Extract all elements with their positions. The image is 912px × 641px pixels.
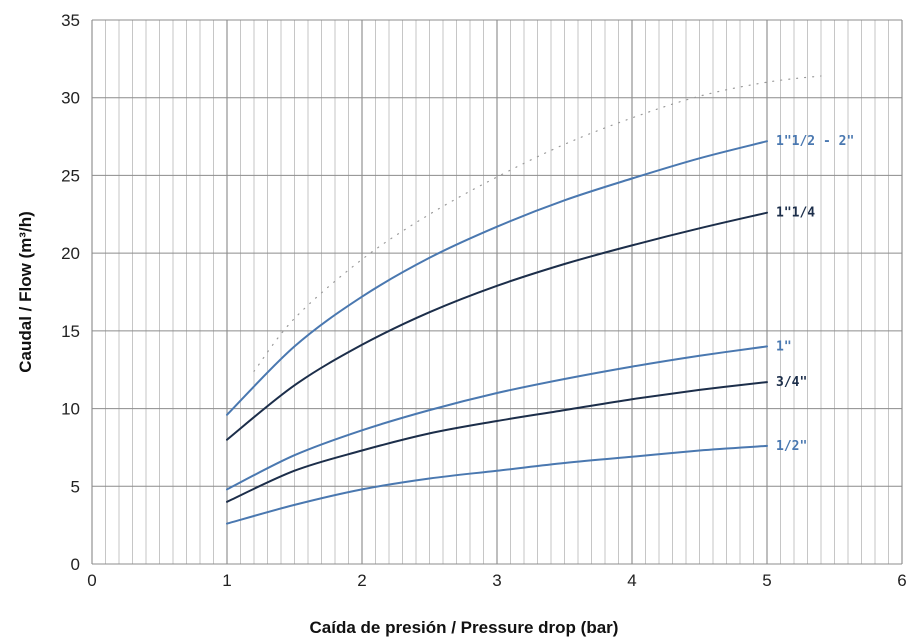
x-tick-label: 0 xyxy=(87,571,96,590)
series-label: 1"1/4 xyxy=(776,206,815,221)
series-label: 1" xyxy=(776,339,792,354)
x-tick-label: 6 xyxy=(897,571,906,590)
x-tick-label: 5 xyxy=(762,571,771,590)
y-axis-title: Caudal / Flow (m³/h) xyxy=(16,211,35,373)
y-tick-label: 20 xyxy=(61,244,80,263)
y-tick-label: 25 xyxy=(61,166,80,185)
y-tick-label: 10 xyxy=(61,400,80,419)
series-curve-envelope xyxy=(253,75,822,372)
horizontal-gridlines xyxy=(92,19,902,565)
series-curve xyxy=(226,345,768,491)
x-tick-label: 1 xyxy=(222,571,231,590)
series-curve xyxy=(226,140,768,416)
x-tick-labels: 0 1 2 3 4 5 6 xyxy=(87,571,906,590)
series-curve xyxy=(226,211,768,441)
series-label: 3/4" xyxy=(776,375,807,390)
y-tick-labels: 0 5 10 15 20 25 30 35 xyxy=(61,11,80,574)
vertical-gridlines xyxy=(91,20,903,564)
series-curves xyxy=(226,75,822,525)
series-label: 1"1/2 - 2" xyxy=(776,134,854,149)
y-tick-label: 30 xyxy=(61,89,80,108)
x-tick-label: 4 xyxy=(627,571,636,590)
y-tick-label: 35 xyxy=(61,11,80,30)
y-tick-label: 15 xyxy=(61,322,80,341)
series-curve xyxy=(226,444,768,525)
x-axis-title: Caída de presión / Pressure drop (bar) xyxy=(310,618,619,637)
y-tick-label: 0 xyxy=(71,555,80,574)
series-label: 1/2" xyxy=(776,439,807,454)
x-tick-label: 2 xyxy=(357,571,366,590)
series-curve xyxy=(226,381,768,503)
series-labels: 1/2" 3/4" 1" 1"1/4 1"1/2 - 2" xyxy=(776,134,854,454)
x-tick-label: 3 xyxy=(492,571,501,590)
y-tick-label: 5 xyxy=(71,477,80,496)
